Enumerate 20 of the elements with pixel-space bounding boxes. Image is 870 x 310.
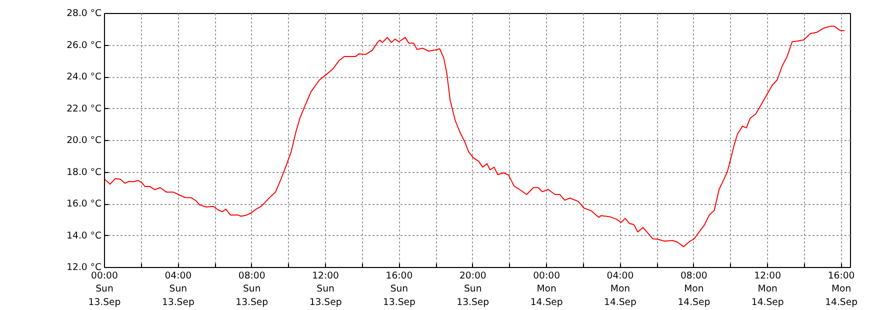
x-tick-label: 04:00 Sun 13.Sep [162, 270, 194, 308]
x-tick-label: 20:00 Sun 13.Sep [456, 270, 490, 308]
x-tick-label: 00:00 Mon 14.Sep [530, 270, 563, 308]
x-tick-label: 12:00 Mon 14.Sep [751, 270, 784, 308]
x-tick-label: 04:00 Mon 14.Sep [604, 270, 637, 308]
x-tick-label: 16:00 Sun 13.Sep [383, 270, 416, 308]
y-tick-label: 12.0 °C [66, 262, 102, 273]
x-tick-label: 12:00 Sun 13.Sep [309, 270, 342, 308]
y-tick-label: 20.0 °C [66, 135, 102, 146]
y-tick-label: 14.0 °C [66, 230, 102, 242]
y-tick-label: 18.0 °C [66, 166, 102, 178]
y-tick-label: 22.0 °C [66, 103, 102, 114]
y-tick-label: 26.0 °C [66, 40, 102, 51]
y-tick-label: 16.0 °C [66, 198, 102, 210]
y-tick-label: 28.0 °C [66, 8, 102, 19]
x-tick-label: 08:00 Mon 14.Sep [678, 270, 710, 308]
x-tick-label: 00:00 Sun 13.Sep [88, 270, 121, 308]
y-tick-label: 24.0 °C [66, 72, 102, 82]
x-tick-label: 08:00 Sun 13.Sep [236, 270, 268, 308]
x-tick-label: 16:00 Mon 14.Sep [825, 270, 858, 308]
